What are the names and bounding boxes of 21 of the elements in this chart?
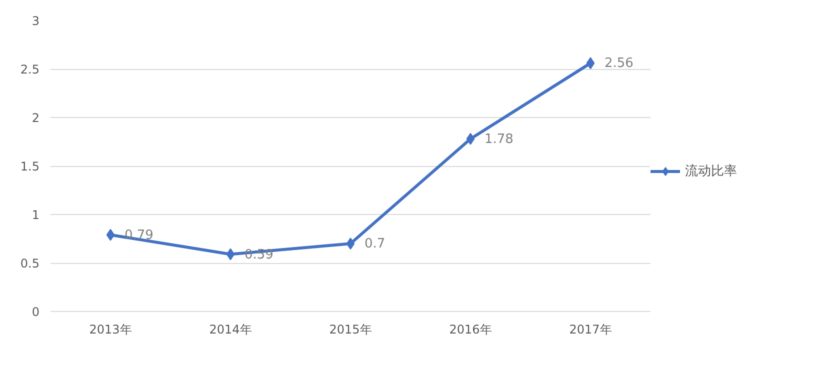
x-tick-label: 2014年: [209, 322, 252, 336]
y-tick-label: 2.5: [20, 62, 40, 76]
data-label: 0.7: [364, 236, 386, 252]
data-label: 2.56: [604, 56, 634, 72]
x-tick-label: 2015年: [329, 322, 372, 336]
y-tick-label: 3: [32, 14, 40, 28]
y-tick-label: 1: [32, 208, 40, 222]
point: [586, 57, 595, 70]
y-tick-label: 2: [32, 111, 40, 125]
x-tick-label: 2016年: [449, 322, 492, 336]
point: [106, 228, 115, 241]
point: [346, 238, 355, 250]
y-tick-label: 0: [32, 305, 40, 319]
legend-label: 流动比率: [685, 163, 737, 180]
y-tick-label: 0.5: [20, 256, 40, 270]
point: [226, 248, 235, 260]
x-tick-label: 2013年: [89, 322, 132, 336]
y-tick-label: 1.5: [20, 160, 40, 174]
data-label: 1.78: [484, 132, 514, 147]
point: [466, 132, 475, 145]
x-tick-label: 2017年: [569, 322, 612, 336]
